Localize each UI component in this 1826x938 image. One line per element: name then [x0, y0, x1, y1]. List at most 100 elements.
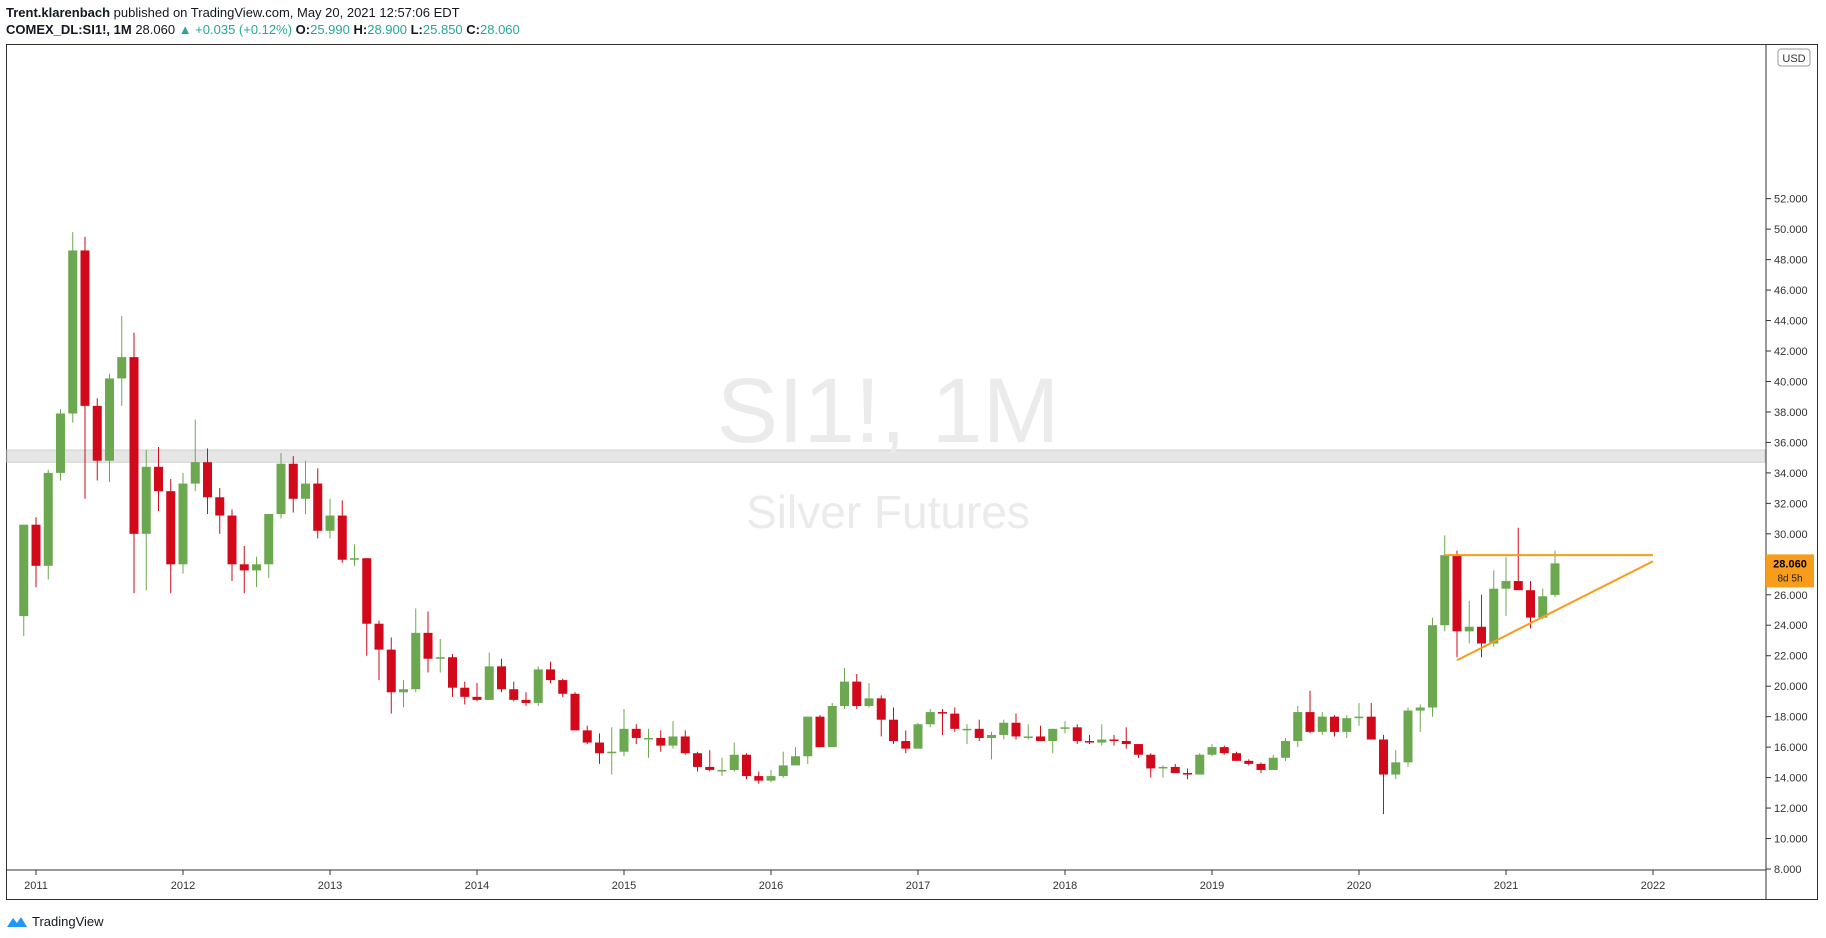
candle[interactable] [19, 524, 29, 636]
candle[interactable] [876, 695, 886, 737]
candle[interactable] [693, 751, 702, 772]
candle[interactable] [913, 722, 923, 749]
candle[interactable] [1183, 768, 1192, 780]
candle[interactable] [962, 724, 972, 745]
candle[interactable] [533, 666, 543, 706]
candle[interactable] [154, 446, 163, 511]
support-trendline[interactable] [1456, 560, 1654, 662]
candle[interactable] [239, 546, 249, 594]
candle[interactable] [399, 680, 408, 708]
candle[interactable] [742, 753, 751, 780]
candle[interactable] [815, 715, 825, 748]
candle[interactable] [411, 608, 421, 693]
candle[interactable] [558, 678, 568, 697]
time-axis[interactable]: 2011 2012 2013 2014 2015 2016 2017 2018 2019 2020… [24, 870, 1665, 892]
candle[interactable] [313, 468, 323, 539]
candle[interactable] [950, 707, 960, 732]
currency-box[interactable] [1777, 48, 1811, 67]
candle[interactable] [1195, 753, 1205, 775]
candle[interactable] [350, 544, 359, 566]
candle[interactable] [680, 730, 690, 755]
candle[interactable] [92, 398, 102, 481]
candle[interactable] [631, 724, 641, 745]
candle[interactable] [582, 725, 592, 745]
candle[interactable] [644, 728, 653, 758]
candle[interactable] [1305, 690, 1315, 734]
candle[interactable] [1281, 737, 1290, 761]
candle[interactable] [938, 709, 947, 735]
candle[interactable] [1342, 715, 1352, 738]
candle[interactable] [595, 733, 604, 764]
candle[interactable] [999, 719, 1009, 740]
candle[interactable] [1379, 734, 1388, 815]
candle[interactable] [1109, 734, 1119, 746]
candle[interactable] [1415, 704, 1425, 732]
candle[interactable] [717, 757, 727, 777]
candle[interactable] [729, 742, 739, 772]
candle[interactable] [1072, 724, 1082, 745]
candle[interactable] [754, 771, 764, 784]
candle[interactable] [1023, 724, 1033, 740]
tradingview-logo-icon[interactable] [6, 915, 28, 928]
candle[interactable] [1464, 600, 1474, 644]
candle[interactable] [1207, 744, 1217, 757]
candle[interactable] [1011, 713, 1021, 740]
author-name[interactable]: Trent.klarenbach [6, 5, 111, 20]
candle[interactable] [521, 692, 531, 706]
candle[interactable] [472, 683, 482, 702]
candle[interactable] [778, 751, 788, 778]
candle[interactable] [178, 472, 188, 574]
candle[interactable] [374, 620, 384, 681]
price-axis[interactable]: 8.000 10.000 12.000 14.000 16.000 18.000 20.00… [1766, 194, 1808, 876]
candle[interactable] [1244, 759, 1254, 766]
candle[interactable] [435, 638, 445, 673]
candle[interactable] [276, 453, 286, 519]
candle[interactable] [1268, 754, 1278, 770]
candle[interactable] [607, 727, 617, 775]
candle[interactable] [1158, 765, 1168, 778]
candle[interactable] [1403, 707, 1413, 767]
candle[interactable] [668, 721, 678, 749]
candle[interactable] [252, 556, 261, 588]
candle[interactable] [827, 702, 837, 748]
candle[interactable] [301, 460, 310, 515]
candle[interactable] [705, 750, 715, 772]
candle[interactable] [190, 419, 200, 492]
candle[interactable] [484, 652, 494, 700]
candle[interactable] [423, 611, 433, 673]
brand-label[interactable]: TradingView [32, 914, 104, 929]
candle[interactable] [497, 658, 506, 693]
candle[interactable] [619, 709, 629, 757]
candle[interactable] [105, 373, 114, 483]
candle[interactable] [227, 509, 237, 582]
candle[interactable] [1134, 744, 1143, 758]
candle[interactable] [1354, 702, 1364, 726]
candle[interactable] [1293, 705, 1303, 748]
candle[interactable] [43, 469, 53, 580]
candle[interactable] [840, 667, 849, 710]
candle[interactable] [1550, 550, 1560, 598]
candle[interactable] [1538, 588, 1548, 620]
candle[interactable] [766, 769, 776, 783]
candle[interactable] [509, 681, 519, 702]
candle[interactable] [166, 478, 176, 594]
candle[interactable] [1048, 728, 1058, 754]
candle[interactable] [337, 500, 347, 563]
candle[interactable] [925, 709, 935, 728]
candle[interactable] [1489, 570, 1499, 647]
candle[interactable] [448, 654, 457, 697]
candle[interactable] [791, 747, 800, 766]
candle[interactable] [1366, 702, 1376, 740]
candle[interactable] [80, 236, 90, 499]
candle[interactable] [1232, 751, 1241, 761]
candle[interactable] [803, 716, 813, 764]
candle[interactable] [656, 730, 666, 752]
candle[interactable] [56, 408, 65, 481]
candle[interactable] [1097, 724, 1107, 746]
candle[interactable] [288, 456, 298, 513]
candle[interactable] [129, 332, 139, 594]
candle[interactable] [1428, 617, 1437, 717]
candle[interactable] [362, 558, 372, 656]
candle[interactable] [987, 731, 996, 760]
